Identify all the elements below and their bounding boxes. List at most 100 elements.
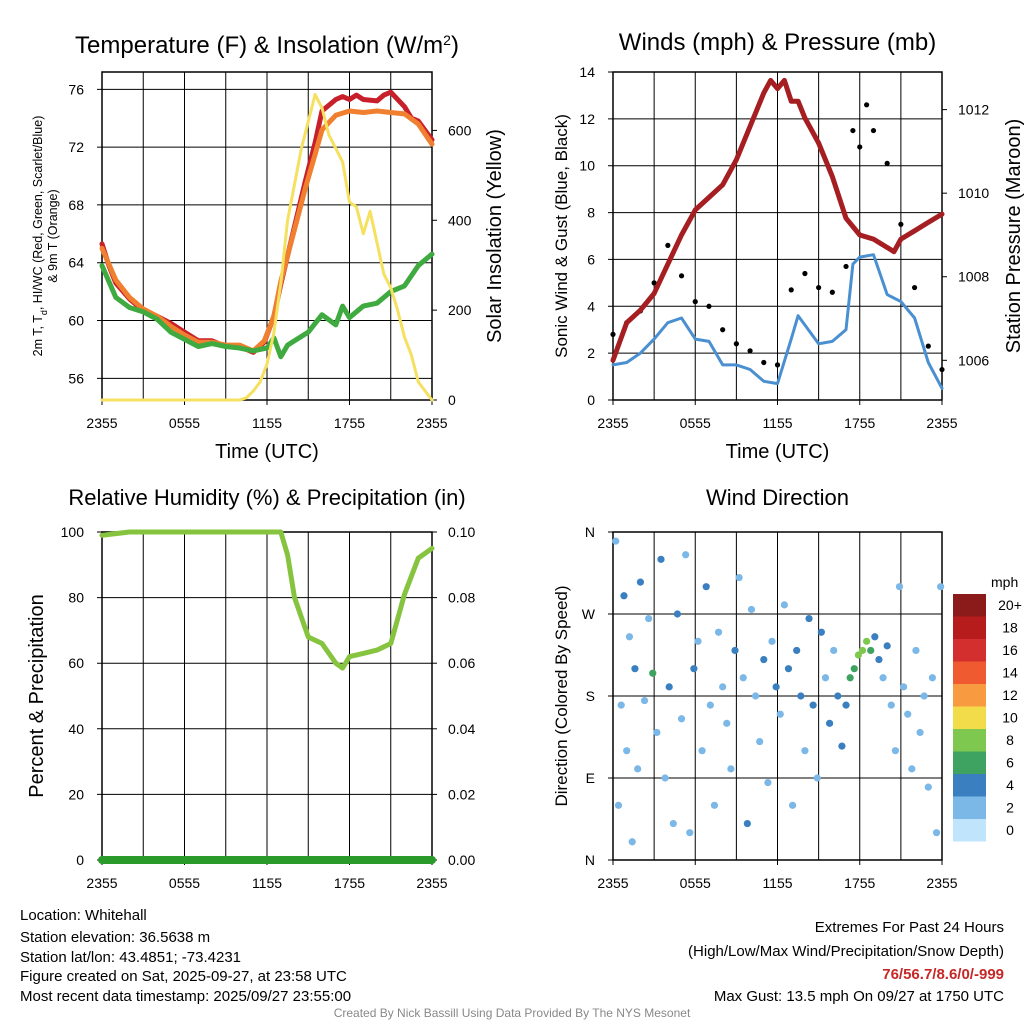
direction-point — [719, 683, 727, 691]
direction-point — [694, 637, 702, 645]
direction-point — [891, 747, 899, 755]
gust-point — [706, 303, 712, 309]
direction-point — [612, 537, 620, 545]
direction-point — [649, 669, 657, 677]
direction-point — [813, 774, 821, 782]
y-tick-label: 40 — [68, 721, 84, 737]
direction-point — [834, 692, 842, 700]
y-axis-label: 2m T, Td, HI/WC (Red, Green, Scarlet/Blu… — [31, 116, 49, 357]
extremes-values: 76/56.7/8.6/0/-999 — [882, 966, 1004, 983]
y-tick-label: 20 — [68, 786, 84, 802]
colorbar-swatch — [953, 751, 986, 774]
colorbar-label: 18 — [1002, 620, 1018, 636]
y2-axis-label: Solar Insolation (Yellow) — [484, 129, 506, 343]
y-tick-label: 72 — [68, 139, 84, 155]
direction-point — [636, 578, 645, 586]
direction-point — [735, 573, 743, 582]
y-tick-label: 2 — [587, 345, 595, 361]
y2-axis-label: Station Pressure (Maroon) — [1003, 119, 1024, 354]
direction-point — [883, 642, 891, 650]
colorbar-swatch — [953, 684, 986, 707]
series-line-solar-insolation — [100, 93, 434, 402]
direction-point — [620, 592, 628, 600]
direction-point — [657, 555, 665, 563]
gust-point — [816, 284, 822, 291]
direction-point — [937, 583, 945, 591]
gust-point — [720, 327, 726, 333]
colorbar-label: 4 — [1006, 777, 1014, 793]
gust-point — [884, 160, 890, 166]
gust-point — [747, 348, 753, 354]
x-tick-label: 1155 — [252, 875, 282, 891]
direction-point — [895, 583, 904, 591]
x-tick-label: 2355 — [416, 875, 447, 891]
gust-point — [864, 102, 870, 108]
direction-point — [908, 765, 916, 773]
y-tick-label: 80 — [68, 590, 84, 606]
colorbar-swatch — [953, 774, 986, 797]
y-tick-label: 8 — [587, 205, 595, 221]
direction-point — [801, 747, 809, 755]
y-tick-label: 56 — [68, 370, 84, 386]
y2-tick-label: 1012 — [958, 102, 989, 118]
y-tick-label: 0 — [76, 852, 84, 868]
credit-text: Created By Nick Bassill Using Data Provi… — [333, 1006, 691, 1020]
gust-point — [761, 359, 767, 366]
direction-point — [793, 646, 801, 655]
direction-point — [784, 665, 793, 673]
direction-point — [809, 701, 817, 709]
gust-point — [939, 366, 945, 373]
x-tick-label: 2355 — [597, 875, 628, 891]
gust-point — [911, 284, 918, 291]
elevation-text: Station elevation: 36.5638 m — [20, 929, 211, 946]
direction-point — [677, 715, 686, 723]
x-tick-label: 0555 — [680, 875, 711, 891]
direction-point — [932, 829, 941, 837]
direction-point — [838, 742, 846, 750]
direction-point — [710, 801, 719, 809]
direction-point — [797, 692, 805, 700]
direction-point — [760, 655, 768, 664]
colorbar-label: 16 — [1002, 642, 1018, 658]
x-tick-label: 0555 — [680, 415, 711, 431]
direction-point — [614, 801, 623, 809]
colorbar-swatch — [953, 616, 986, 639]
direction-point — [863, 637, 871, 645]
direction-point — [634, 765, 642, 773]
y2-tick-label: 400 — [448, 212, 472, 228]
direction-point — [887, 701, 895, 709]
y2-tick-label: 0.02 — [448, 786, 475, 802]
winds-panel: 2355 0555 1155 1755 235502468101214100610081… — [552, 29, 1024, 463]
colorbar-swatch — [953, 819, 986, 842]
direction-point — [776, 710, 784, 718]
direction-point — [702, 583, 710, 591]
direction-point — [682, 551, 690, 559]
colorbar-label: 0 — [1006, 822, 1014, 838]
location-text: Location: Whitehall — [20, 907, 147, 924]
y2-tick-label: 1010 — [958, 185, 989, 201]
x-tick-label: 1155 — [762, 875, 792, 891]
direction-point — [928, 674, 937, 682]
y-tick-label: 60 — [68, 655, 84, 671]
gust-point — [898, 221, 904, 227]
recent-data-text: Most recent data timestamp: 2025/09/27 2… — [20, 988, 352, 1005]
gust-point — [857, 144, 863, 150]
y2-tick-label: 0.04 — [448, 721, 475, 737]
series-line-9m-t — [99, 108, 435, 354]
x-tick-label: 0555 — [169, 875, 200, 891]
y-tick-label: 12 — [579, 111, 595, 127]
y2-tick-label: 0.10 — [448, 524, 475, 540]
direction-point — [617, 701, 625, 709]
x-tick-label: 1755 — [844, 415, 875, 431]
y2-tick-label: 600 — [448, 122, 472, 138]
direction-point — [625, 633, 634, 641]
colorbar-label: 14 — [1002, 665, 1018, 681]
colorbar-swatch — [953, 729, 986, 752]
direction-point — [821, 674, 830, 682]
direction-point — [640, 696, 649, 705]
direction-point — [830, 646, 838, 655]
direction-point — [665, 683, 673, 691]
direction-point — [850, 665, 858, 673]
gust-point — [610, 331, 616, 337]
y-tick-label: 6 — [587, 251, 595, 267]
